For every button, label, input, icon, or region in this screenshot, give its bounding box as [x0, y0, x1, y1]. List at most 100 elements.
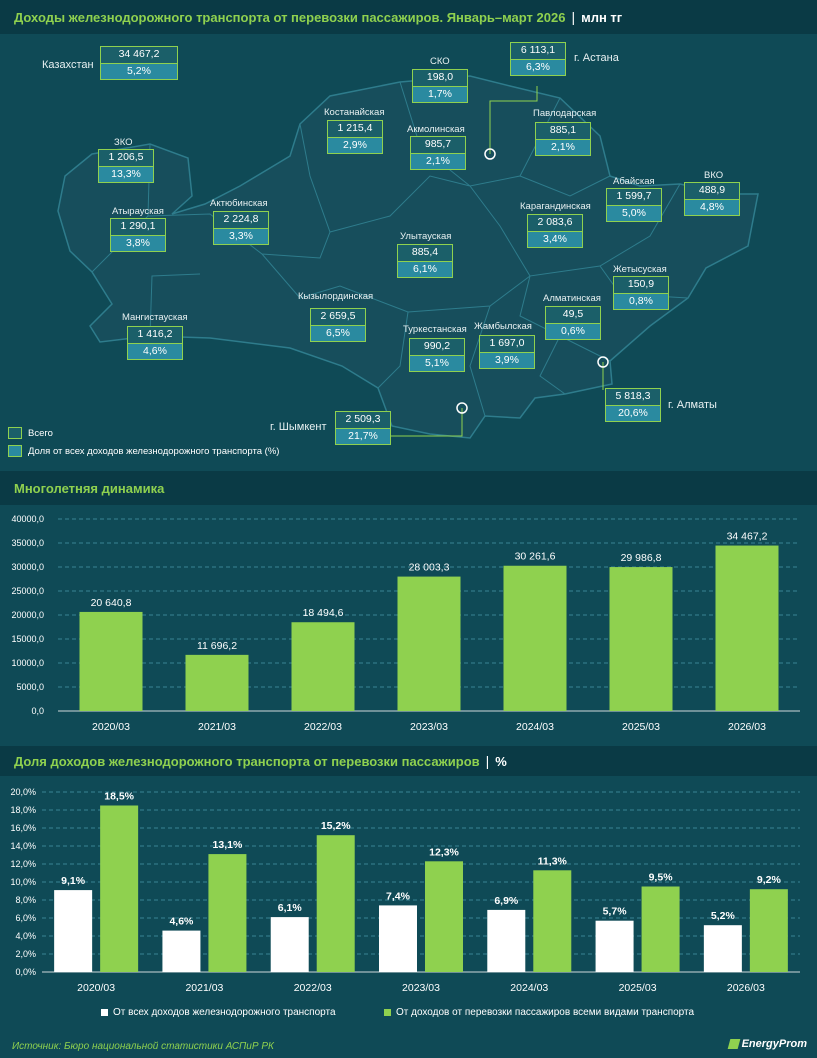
region-box-aktobe: 2 224,8 3,3% — [213, 211, 269, 245]
region-box-karaganda: 2 083,6 3,4% — [527, 214, 583, 248]
y-tick-label: 10000,0 — [11, 658, 44, 668]
bar-value-label: 6,1% — [278, 902, 303, 914]
bar — [397, 576, 461, 711]
title-separator: | — [485, 753, 490, 769]
y-tick-label: 25000,0 — [11, 586, 44, 596]
region-label-kazakhstan: Казахстан — [42, 59, 94, 71]
region-share: 5,2% — [101, 63, 177, 79]
region-label-pavlodar: Павлодарская — [533, 108, 597, 119]
legend-swatch-share — [8, 445, 22, 457]
bar-value-label: 5,7% — [603, 906, 628, 918]
region-label-abay: Абайская — [613, 176, 655, 187]
region-share: 1,7% — [413, 86, 467, 102]
region-share: 5,0% — [607, 205, 661, 221]
region-share: 3,3% — [214, 228, 268, 244]
region-label-akmola: Акмолинская — [407, 124, 465, 135]
region-label-kyzylorda: Кызылординская — [298, 291, 374, 302]
region-total: 2 224,8 — [214, 212, 268, 228]
region-total: 34 467,2 — [101, 47, 177, 63]
region-share: 6,3% — [511, 59, 565, 75]
region-box-abay: 1 599,7 5,0% — [606, 188, 662, 222]
region-share: 4,8% — [685, 199, 739, 215]
bar-value-label: 9,2% — [757, 874, 782, 886]
y-tick-label: 5000,0 — [16, 682, 44, 692]
x-tick-label: 2025/03 — [622, 721, 660, 733]
y-tick-label: 16,0% — [10, 823, 36, 833]
bar-value-label: 7,4% — [386, 890, 411, 902]
x-tick-label: 2023/03 — [402, 982, 440, 994]
region-share: 6,5% — [311, 325, 365, 341]
region-box-vko: 488,9 4,8% — [684, 182, 740, 216]
energyprom-logo: EnergyProm — [727, 1038, 807, 1050]
y-tick-label: 40000,0 — [11, 514, 44, 524]
region-label-kostanay: Костанайская — [324, 107, 385, 118]
bar — [609, 567, 673, 711]
region-total: 1 599,7 — [607, 189, 661, 205]
region-box-zhetysu: 150,9 0,8% — [613, 276, 669, 310]
region-share: 3,8% — [111, 235, 165, 251]
bar-all-rail-income — [703, 925, 742, 972]
region-total: 1 416,2 — [128, 327, 182, 343]
y-tick-label: 14,0% — [10, 841, 36, 851]
region-box-atyrau: 1 290,1 3,8% — [110, 218, 166, 252]
region-label-zhambyl: Жамбылская — [474, 321, 532, 332]
x-tick-label: 2025/03 — [619, 982, 657, 994]
region-box-kostanay: 1 215,4 2,9% — [327, 120, 383, 154]
bar-all-rail-income — [162, 930, 201, 972]
region-share: 2,1% — [536, 139, 590, 155]
share-title: Доля доходов железнодорожного транспорта… — [14, 753, 480, 769]
region-box-turkestan: 990,2 5,1% — [409, 338, 465, 372]
bar-all-rail-income — [487, 909, 526, 972]
bar-value-label: 28 003,3 — [409, 562, 450, 574]
bar-value-label: 30 261,6 — [515, 551, 556, 563]
bar-value-label: 20 640,8 — [91, 597, 132, 609]
bar — [715, 545, 779, 711]
logo-text: EnergyProm — [741, 1038, 807, 1050]
share-legend-green: От доходов от перевозки пассажиров всеми… — [384, 1007, 694, 1018]
legend-label-green: От доходов от перевозки пассажиров всеми… — [396, 1007, 695, 1018]
bar-value-label: 4,6% — [169, 916, 194, 928]
region-total: 49,5 — [546, 307, 600, 323]
source-note: Источник: Бюро национальной статистики А… — [12, 1041, 274, 1052]
source-label: Источник: — [12, 1041, 62, 1052]
bar-all-transport-income — [749, 889, 788, 972]
map-unit: млн тг — [581, 9, 623, 25]
y-tick-label: 15000,0 — [11, 634, 44, 644]
dynamics-header: Многолетняя динамика — [0, 471, 817, 505]
dynamics-title: Многолетняя динамика — [14, 480, 165, 496]
region-label-turkestan: Туркестанская — [403, 324, 467, 335]
region-box-sko: 198,0 1,7% — [412, 69, 468, 103]
region-box-almaty-city: 5 818,3 20,6% — [605, 388, 661, 422]
region-box-zko: 1 206,5 13,3% — [98, 149, 154, 183]
region-label-karaganda: Карагандинская — [520, 201, 591, 212]
region-total: 198,0 — [413, 70, 467, 86]
dynamics-chart-svg: 0,0 5000,0 10000,0 15000,0 20000,0 25000,0 300… — [11, 514, 800, 733]
y-tick-label: 35000,0 — [11, 538, 44, 548]
region-total: 990,2 — [410, 339, 464, 355]
share-legend-white: От всех доходов железнодорожного транспо… — [101, 1007, 336, 1018]
bar — [79, 611, 143, 711]
region-total: 488,9 — [685, 183, 739, 199]
dynamics-chart: 0,0 5000,0 10000,0 15000,0 20000,0 25000,0 300… — [0, 505, 817, 743]
region-share: 3,9% — [480, 352, 534, 368]
y-tick-label: 18,0% — [10, 805, 36, 815]
bar-all-rail-income — [270, 917, 309, 972]
y-tick-label: 0,0% — [15, 967, 36, 977]
x-tick-label: 2022/03 — [304, 721, 342, 733]
bar-value-label: 29 986,8 — [621, 552, 662, 564]
legend-label-total: Всего — [28, 427, 53, 439]
region-box-kazakhstan: 34 467,2 5,2% — [100, 46, 178, 80]
title-separator: | — [571, 9, 576, 25]
source-text: Бюро национальной статистики АСПиР РК — [64, 1041, 274, 1052]
y-tick-label: 20,0% — [10, 787, 36, 797]
region-label-zhetysu: Жетысуская — [613, 264, 667, 275]
map-legend-total: Всего — [8, 427, 53, 439]
legend-label-white: От всех доходов железнодорожного транспо… — [113, 1007, 336, 1018]
bar-value-label: 15,2% — [321, 820, 351, 832]
map-legend-share: Доля от всех доходов железнодорожного тр… — [8, 445, 279, 457]
bar-value-label: 9,1% — [61, 875, 86, 887]
legend-swatch-total — [8, 427, 22, 439]
shymkent-marker — [456, 402, 468, 414]
region-total: 1 697,0 — [480, 336, 534, 352]
region-label-sko: СКО — [430, 56, 450, 67]
